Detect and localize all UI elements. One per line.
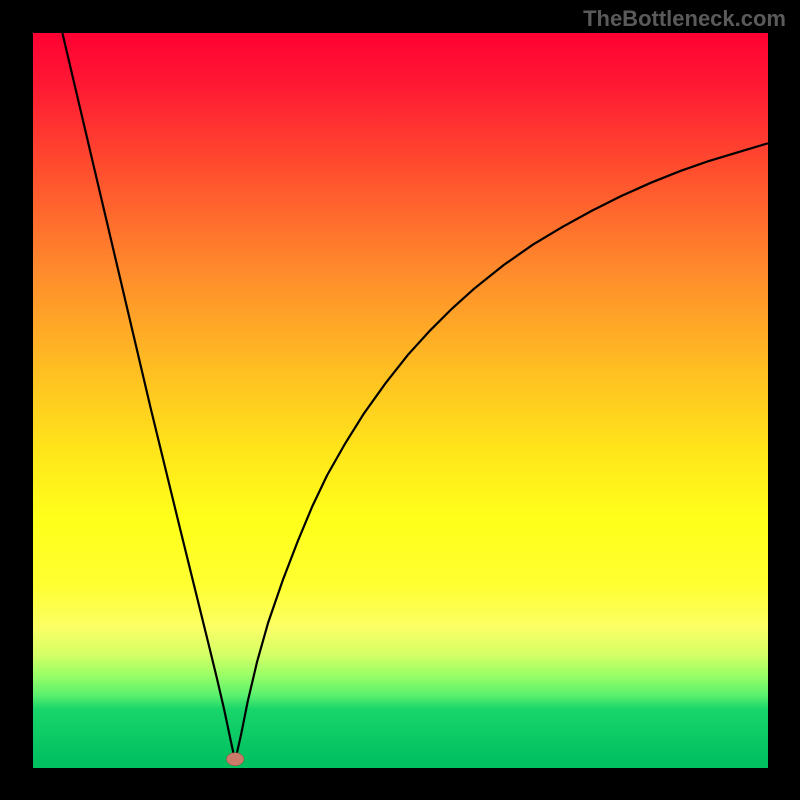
bottleneck-curve: [62, 33, 768, 758]
minimum-marker: [226, 753, 244, 766]
watermark: TheBottleneck.com: [583, 6, 786, 32]
plot-area: [33, 33, 768, 768]
chart-svg: [33, 33, 768, 768]
